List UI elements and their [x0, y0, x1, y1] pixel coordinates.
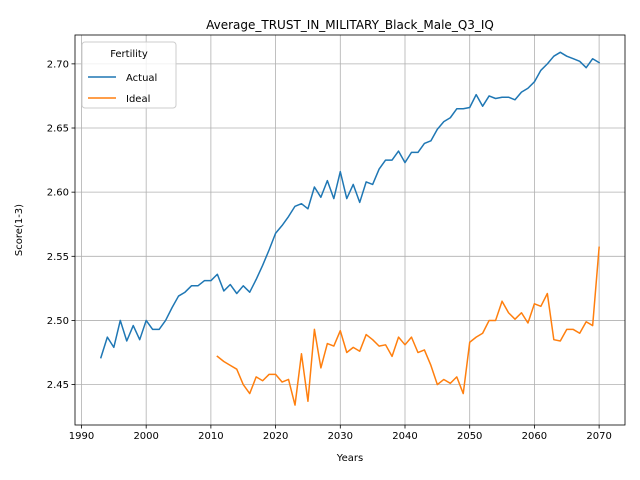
x-tick-label: 2020 — [263, 431, 288, 442]
x-tick-label: 1990 — [69, 431, 94, 442]
legend-title: Fertility — [110, 49, 148, 60]
series-line-ideal — [216, 246, 600, 406]
grid-lines — [75, 35, 625, 425]
y-tick-label: 2.55 — [47, 252, 69, 263]
y-tick-label: 2.65 — [47, 124, 69, 135]
legend-label-actual: Actual — [126, 73, 157, 84]
x-tick-label: 2070 — [586, 431, 611, 442]
x-tick-label: 2060 — [522, 431, 547, 442]
x-axis-label: Years — [336, 453, 363, 464]
x-tick-label: 2010 — [198, 431, 223, 442]
series-line-actual — [99, 51, 601, 359]
y-tick-label: 2.45 — [47, 380, 69, 391]
y-tick-label: 2.70 — [47, 59, 69, 70]
plot-frame — [74, 34, 626, 426]
x-tick-label: 2050 — [457, 431, 482, 442]
chart-title: Average_TRUST_IN_MILITARY_Black_Male_Q3_… — [206, 18, 494, 32]
y-tick-label: 2.60 — [47, 188, 69, 199]
x-tick-label: 2030 — [328, 431, 353, 442]
y-axis-ticks: 2.45 2.50 2.55 2.60 2.65 2.70 — [47, 59, 75, 391]
x-tick-label: 2040 — [392, 431, 417, 442]
legend-label-ideal: Ideal — [126, 94, 150, 105]
legend: Fertility Actual Ideal — [81, 41, 177, 109]
x-tick-label: 2000 — [133, 431, 158, 442]
y-tick-label: 2.50 — [47, 316, 69, 327]
legend-box — [81, 41, 177, 109]
y-axis-label: Score(1-3) — [14, 204, 25, 256]
x-axis-ticks: 1990 2000 2010 2020 2030 2040 2050 2060 2070 — [69, 425, 612, 442]
series-lines — [99, 51, 601, 406]
